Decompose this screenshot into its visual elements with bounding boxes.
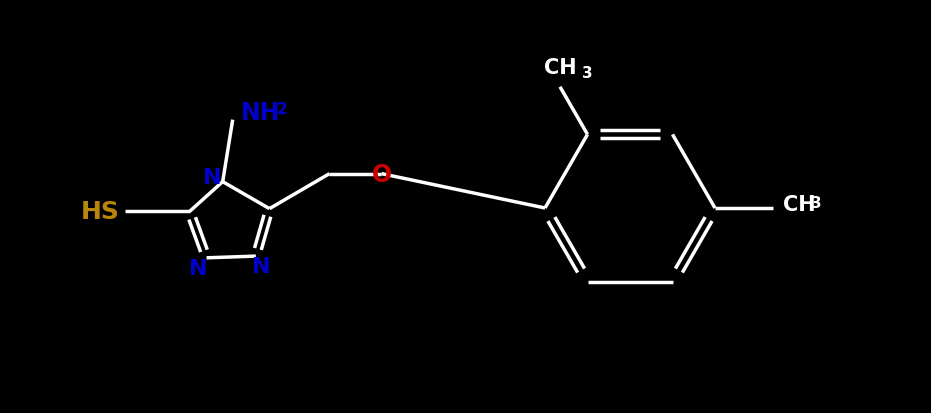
Text: N: N — [204, 167, 222, 187]
Text: 3: 3 — [582, 66, 593, 81]
Text: CH: CH — [783, 195, 816, 214]
Text: N: N — [251, 256, 270, 276]
Text: HS: HS — [81, 200, 119, 224]
Text: CH: CH — [544, 58, 576, 78]
Text: NH: NH — [241, 100, 280, 124]
Text: 3: 3 — [811, 195, 822, 211]
Text: 2: 2 — [277, 102, 288, 116]
Text: N: N — [189, 258, 208, 278]
Text: O: O — [371, 162, 392, 186]
